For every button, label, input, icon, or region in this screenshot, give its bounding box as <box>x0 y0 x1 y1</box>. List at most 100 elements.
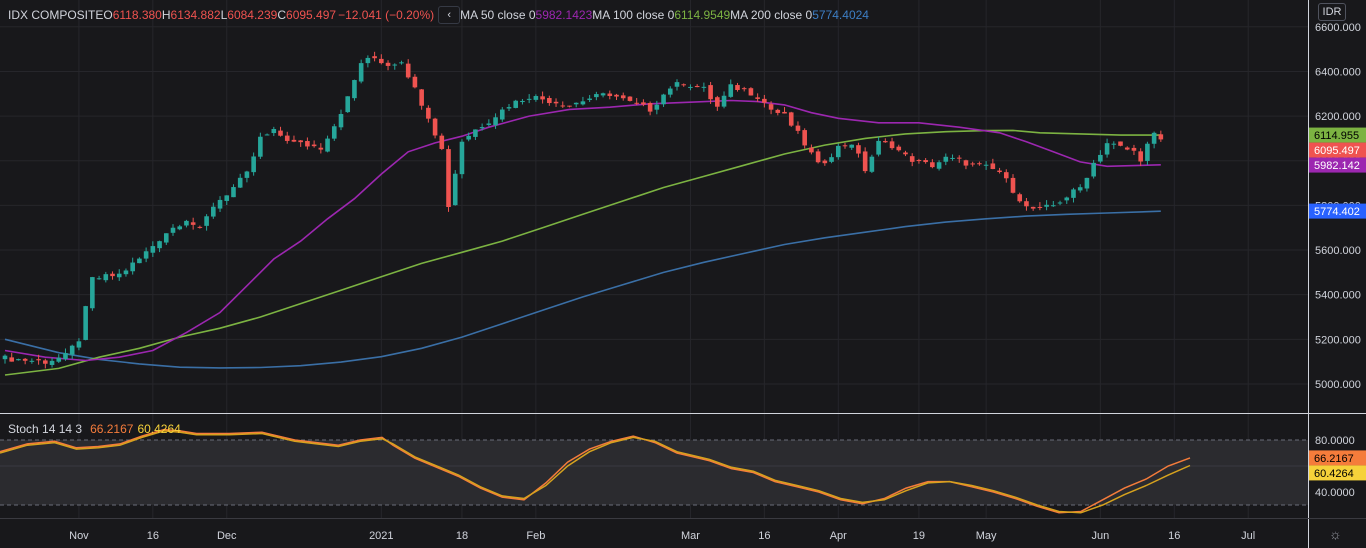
price-marker <box>1309 157 1366 173</box>
time-tick-label: Jun <box>1091 530 1109 542</box>
candle <box>896 146 902 151</box>
candle <box>352 80 357 99</box>
candle <box>768 104 774 110</box>
candle <box>856 145 861 154</box>
high-value: 6134.882 <box>170 8 221 22</box>
candle <box>284 135 290 141</box>
candle <box>163 233 169 243</box>
candle <box>1138 151 1143 162</box>
price-marker <box>1309 142 1366 158</box>
candle <box>217 199 223 209</box>
candle <box>157 241 162 249</box>
candle <box>822 160 828 164</box>
candle <box>439 135 445 149</box>
candle <box>600 93 606 96</box>
candle <box>802 130 807 146</box>
candle <box>49 360 55 365</box>
candle <box>1017 194 1023 202</box>
price-tick-label: 5600.000 <box>1315 245 1361 257</box>
candle <box>748 88 754 96</box>
candle <box>1071 189 1076 198</box>
stoch-legend: Stoch 14 14 3 66.2167 60.4264 <box>8 422 189 436</box>
candle <box>560 105 566 107</box>
candle <box>1158 134 1164 140</box>
candle <box>499 109 505 120</box>
candle <box>681 84 687 86</box>
candle <box>291 139 297 142</box>
candle <box>1145 143 1150 161</box>
collapse-legend-button[interactable]: ‹ <box>438 6 461 24</box>
candle <box>446 149 451 207</box>
candle <box>1084 177 1090 189</box>
candle <box>1003 172 1009 179</box>
candle <box>755 97 760 99</box>
candle <box>614 94 619 97</box>
candle <box>607 93 613 97</box>
candle <box>331 126 337 139</box>
price-tick-label: 6400.000 <box>1315 66 1361 78</box>
candle <box>405 63 411 78</box>
candle <box>936 162 942 169</box>
price-marker <box>1309 465 1366 481</box>
candle <box>654 104 660 110</box>
candle <box>526 98 532 100</box>
candle <box>909 156 915 162</box>
candle <box>311 144 317 147</box>
candle <box>271 128 277 134</box>
candle <box>318 147 324 150</box>
candle <box>426 107 431 119</box>
ma50-label[interactable]: MA 50 close 0 <box>460 8 536 22</box>
time-tick-label: Mar <box>681 530 700 542</box>
candle <box>16 359 21 361</box>
currency-button[interactable]: IDR <box>1318 3 1346 21</box>
candle <box>1104 143 1110 155</box>
candle <box>594 94 599 98</box>
ma100-label[interactable]: MA 100 close 0 <box>592 8 675 22</box>
candle <box>258 136 263 157</box>
candle <box>815 151 821 163</box>
candle <box>1030 206 1036 209</box>
time-tick-label: Nov <box>69 530 89 542</box>
candle <box>1118 141 1123 146</box>
candle <box>641 102 646 105</box>
candle <box>916 160 922 162</box>
candle <box>43 360 48 364</box>
candle <box>379 58 384 64</box>
candle <box>930 162 935 168</box>
candle <box>775 109 781 113</box>
candle <box>358 63 364 82</box>
candle <box>1131 147 1137 151</box>
candle <box>1151 132 1157 144</box>
change-value: −12.041 (−0.20%) <box>338 8 435 22</box>
candle <box>385 62 391 66</box>
candle <box>782 111 787 114</box>
ma50-value: 5982.1423 <box>535 8 593 22</box>
stoch-k-value: 66.2167 <box>90 422 134 436</box>
candle <box>735 85 740 91</box>
candle <box>466 135 471 140</box>
candle <box>190 222 196 225</box>
candle <box>587 98 592 100</box>
stoch-d-line <box>0 430 1191 514</box>
close-key: C <box>277 8 287 22</box>
open-key: O <box>103 8 113 22</box>
stoch-label[interactable]: Stoch 14 14 3 <box>8 422 83 436</box>
symbol-name[interactable]: IDX COMPOSITE <box>8 8 104 22</box>
candle <box>741 88 747 90</box>
price-tick-label: 5400.000 <box>1315 290 1361 302</box>
candle <box>688 86 693 88</box>
time-tick-label: 16 <box>147 530 159 542</box>
gear-icon[interactable]: ☼ <box>1329 526 1342 542</box>
open-value: 6118.380 <box>112 8 162 22</box>
ma100-line <box>4 129 1161 376</box>
candle <box>204 216 209 226</box>
candle <box>1111 143 1117 145</box>
ma100-value: 6114.9549 <box>674 8 731 22</box>
candle <box>667 88 673 95</box>
main-legend: IDX COMPOSITE O 6118.380 H 6134.882 L 60… <box>8 6 869 24</box>
candle <box>809 147 814 153</box>
ma200-label[interactable]: MA 200 close 0 <box>730 8 813 22</box>
candle <box>150 246 156 253</box>
candle <box>83 306 88 340</box>
